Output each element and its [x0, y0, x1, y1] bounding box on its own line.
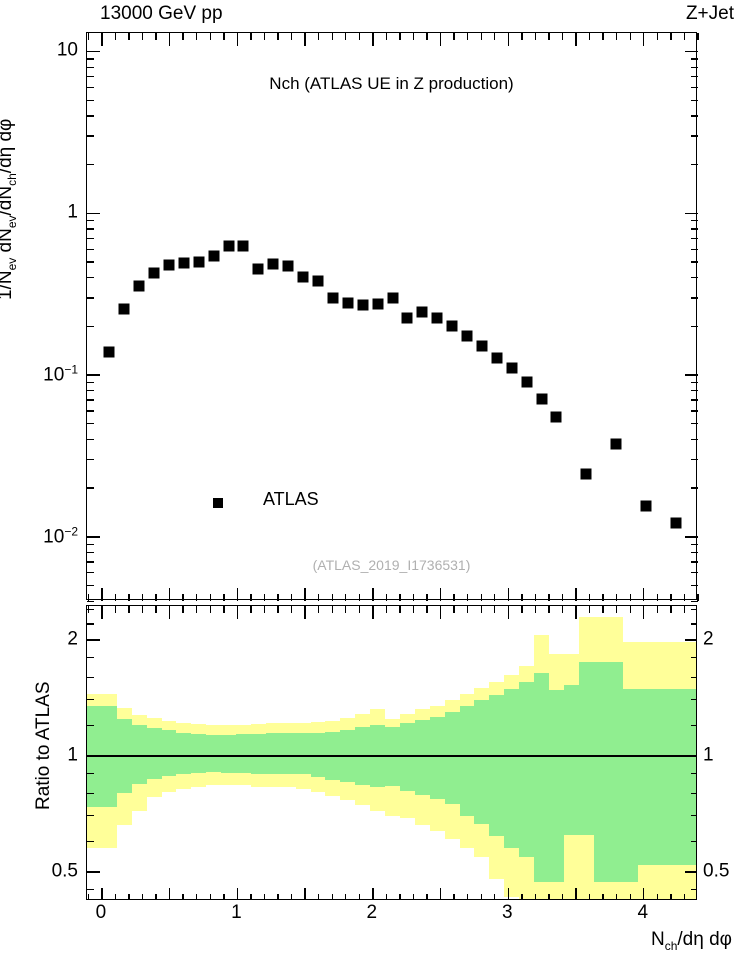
band-inner — [623, 689, 639, 883]
band-inner — [146, 728, 162, 780]
dataset-id-watermark: (ATLAS_2019_I1736531) — [312, 557, 471, 573]
ratio-y-axis-title: Ratio to ATLAS — [33, 681, 54, 811]
band-inner — [489, 694, 505, 836]
data-point — [223, 240, 235, 252]
band-inner — [399, 723, 415, 792]
band-inner — [429, 716, 445, 799]
band-inner — [385, 727, 400, 787]
x-axis-title: Nch/dη dφ — [650, 929, 732, 953]
data-point — [133, 280, 145, 292]
data-point — [163, 259, 175, 271]
plot-title: Nch (ATLAS UE in Z production) — [269, 74, 514, 93]
band-inner — [563, 684, 579, 835]
band-inner — [578, 661, 594, 835]
ratio-tick-label-left-0: 2 — [67, 628, 78, 650]
ratio-y-axis-title-wrap: Ratio to ATLAS — [33, 681, 54, 811]
data-point — [148, 267, 160, 279]
band-inner — [668, 689, 696, 866]
band-inner — [474, 699, 490, 825]
uncertainty-bands — [87, 606, 696, 899]
main-plot-panel: Nch (ATLAS UE in Z production) (ATLAS_20… — [86, 32, 699, 602]
x-tick-label-4: 4 — [637, 902, 649, 923]
data-point — [372, 298, 384, 310]
band-inner — [280, 733, 296, 774]
data-point — [431, 312, 443, 324]
ratio-tick-label-right-0: 2 — [703, 628, 714, 650]
data-point — [640, 500, 652, 512]
data-point — [267, 258, 279, 270]
ratio-tick-label-right-1: 1 — [703, 744, 714, 766]
data-point — [357, 299, 369, 311]
band-inner — [236, 733, 251, 773]
process-label: Z+Jet — [685, 3, 734, 24]
band-inner — [250, 733, 266, 774]
band-inner — [310, 732, 326, 778]
unity-reference-line — [87, 755, 696, 757]
data-point — [118, 303, 130, 315]
legend-label-atlas: ATLAS — [263, 489, 319, 509]
legend-marker-atlas — [213, 498, 223, 508]
band-inner — [519, 681, 535, 858]
data-point — [491, 352, 503, 364]
data-point — [550, 411, 562, 423]
x-tick-label-0: 0 — [95, 902, 107, 923]
data-point — [103, 346, 115, 358]
beam-energy-label: 13000 GeV pp — [100, 3, 223, 24]
band-inner — [295, 733, 311, 775]
x-tick-label-2: 2 — [366, 902, 378, 923]
band-inner — [548, 690, 564, 883]
data-point — [208, 250, 220, 262]
band-inner — [131, 724, 147, 785]
ratio-plot-panel — [86, 605, 697, 900]
y-tick-label-1: 1 — [67, 201, 78, 223]
band-inner — [444, 712, 460, 804]
data-point — [446, 320, 458, 332]
data-point — [536, 393, 548, 405]
y-tick-label-2: 10−1 — [43, 362, 78, 386]
data-point — [342, 297, 354, 309]
data-point — [521, 376, 533, 388]
ratio-tick-label-right-2: 0.5 — [703, 860, 730, 882]
band-inner — [206, 734, 222, 772]
data-point — [476, 340, 488, 352]
data-point — [193, 256, 205, 268]
y-tick-label-3: 10−2 — [43, 523, 78, 548]
data-point — [670, 517, 682, 529]
band-inner — [414, 719, 430, 796]
data-point — [237, 240, 249, 252]
band-inner — [534, 673, 549, 883]
band-inner — [265, 733, 281, 774]
data-point — [387, 292, 398, 304]
band-inner — [87, 706, 117, 808]
ratio-tick-label-left-2: 0.5 — [51, 860, 78, 882]
data-point — [252, 263, 264, 275]
band-inner — [638, 689, 669, 866]
data-point — [580, 468, 592, 480]
data-point — [506, 362, 518, 374]
band-inner — [161, 730, 177, 777]
band-inner — [221, 735, 236, 773]
band-inner — [459, 705, 475, 816]
band-inner — [593, 661, 609, 883]
x-tick-label-1: 1 — [231, 902, 242, 923]
data-point — [312, 275, 324, 287]
data-point — [416, 306, 428, 318]
band-inner — [504, 689, 520, 849]
x-tick-label-3: 3 — [502, 902, 513, 923]
y-tick-label-0: 10 — [56, 39, 78, 61]
band-inner — [608, 661, 624, 883]
data-point — [461, 330, 473, 342]
band-inner — [191, 733, 207, 773]
ratio-tick-label-left-1: 1 — [67, 744, 78, 766]
band-inner — [176, 732, 192, 775]
data-point — [327, 292, 339, 304]
data-point — [610, 438, 622, 450]
data-point — [178, 257, 190, 269]
data-point — [297, 271, 309, 283]
data-point — [401, 312, 413, 324]
data-point — [282, 260, 294, 272]
